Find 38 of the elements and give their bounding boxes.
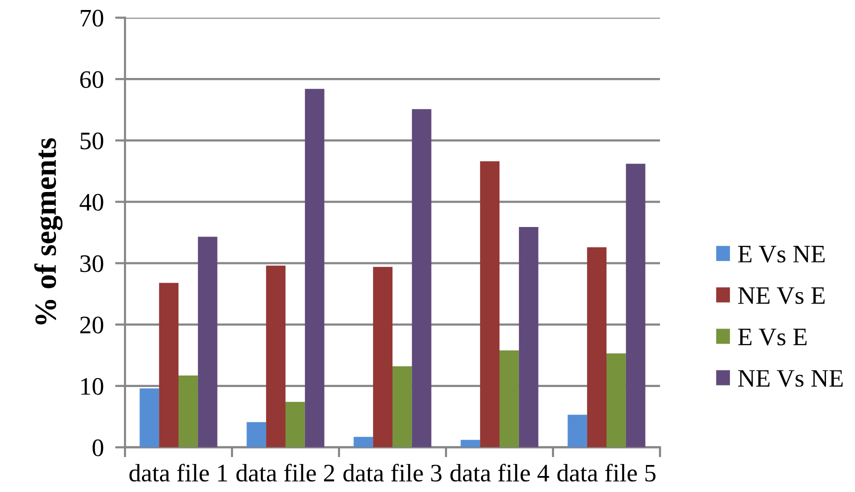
bar <box>392 366 412 448</box>
bar <box>159 282 178 448</box>
bar <box>354 436 374 448</box>
y-tick-label: 70 <box>80 10 104 27</box>
y-axis-title: % of segments <box>34 138 62 324</box>
bar <box>606 353 626 448</box>
legend-label: E Vs NE <box>738 246 825 263</box>
bar <box>178 375 198 448</box>
bar <box>373 266 392 448</box>
bar <box>412 109 432 448</box>
x-tick-label: data file 5 <box>557 464 656 482</box>
y-tick-label: 60 <box>80 71 104 88</box>
bar <box>266 266 286 448</box>
y-tick-label: 10 <box>81 378 104 395</box>
y-tick-label: 40 <box>80 194 104 211</box>
y-tick-label: 20 <box>80 316 104 334</box>
legend-label: NE Vs E <box>738 287 825 304</box>
bar <box>626 164 646 448</box>
bar <box>140 388 160 448</box>
bar <box>587 247 606 448</box>
bar <box>198 236 218 448</box>
x-tick-label: data file 4 <box>450 464 550 482</box>
x-tick-label: data file 2 <box>236 464 334 482</box>
bar <box>500 350 519 448</box>
bar <box>518 226 538 448</box>
legend-label: NE Vs NE <box>738 370 843 387</box>
bar <box>246 422 266 448</box>
y-tick-label: 30 <box>80 255 104 272</box>
x-tick-label: data file 3 <box>343 464 442 482</box>
bar <box>460 440 480 448</box>
bar <box>568 414 588 448</box>
bar <box>286 402 305 448</box>
legend-label: E Vs E <box>738 328 807 346</box>
bar <box>480 161 500 448</box>
y-tick-label: 50 <box>80 132 104 150</box>
y-tick-label: 0 <box>92 439 104 456</box>
bar <box>304 88 324 448</box>
x-tick-label: data file 1 <box>129 464 227 482</box>
